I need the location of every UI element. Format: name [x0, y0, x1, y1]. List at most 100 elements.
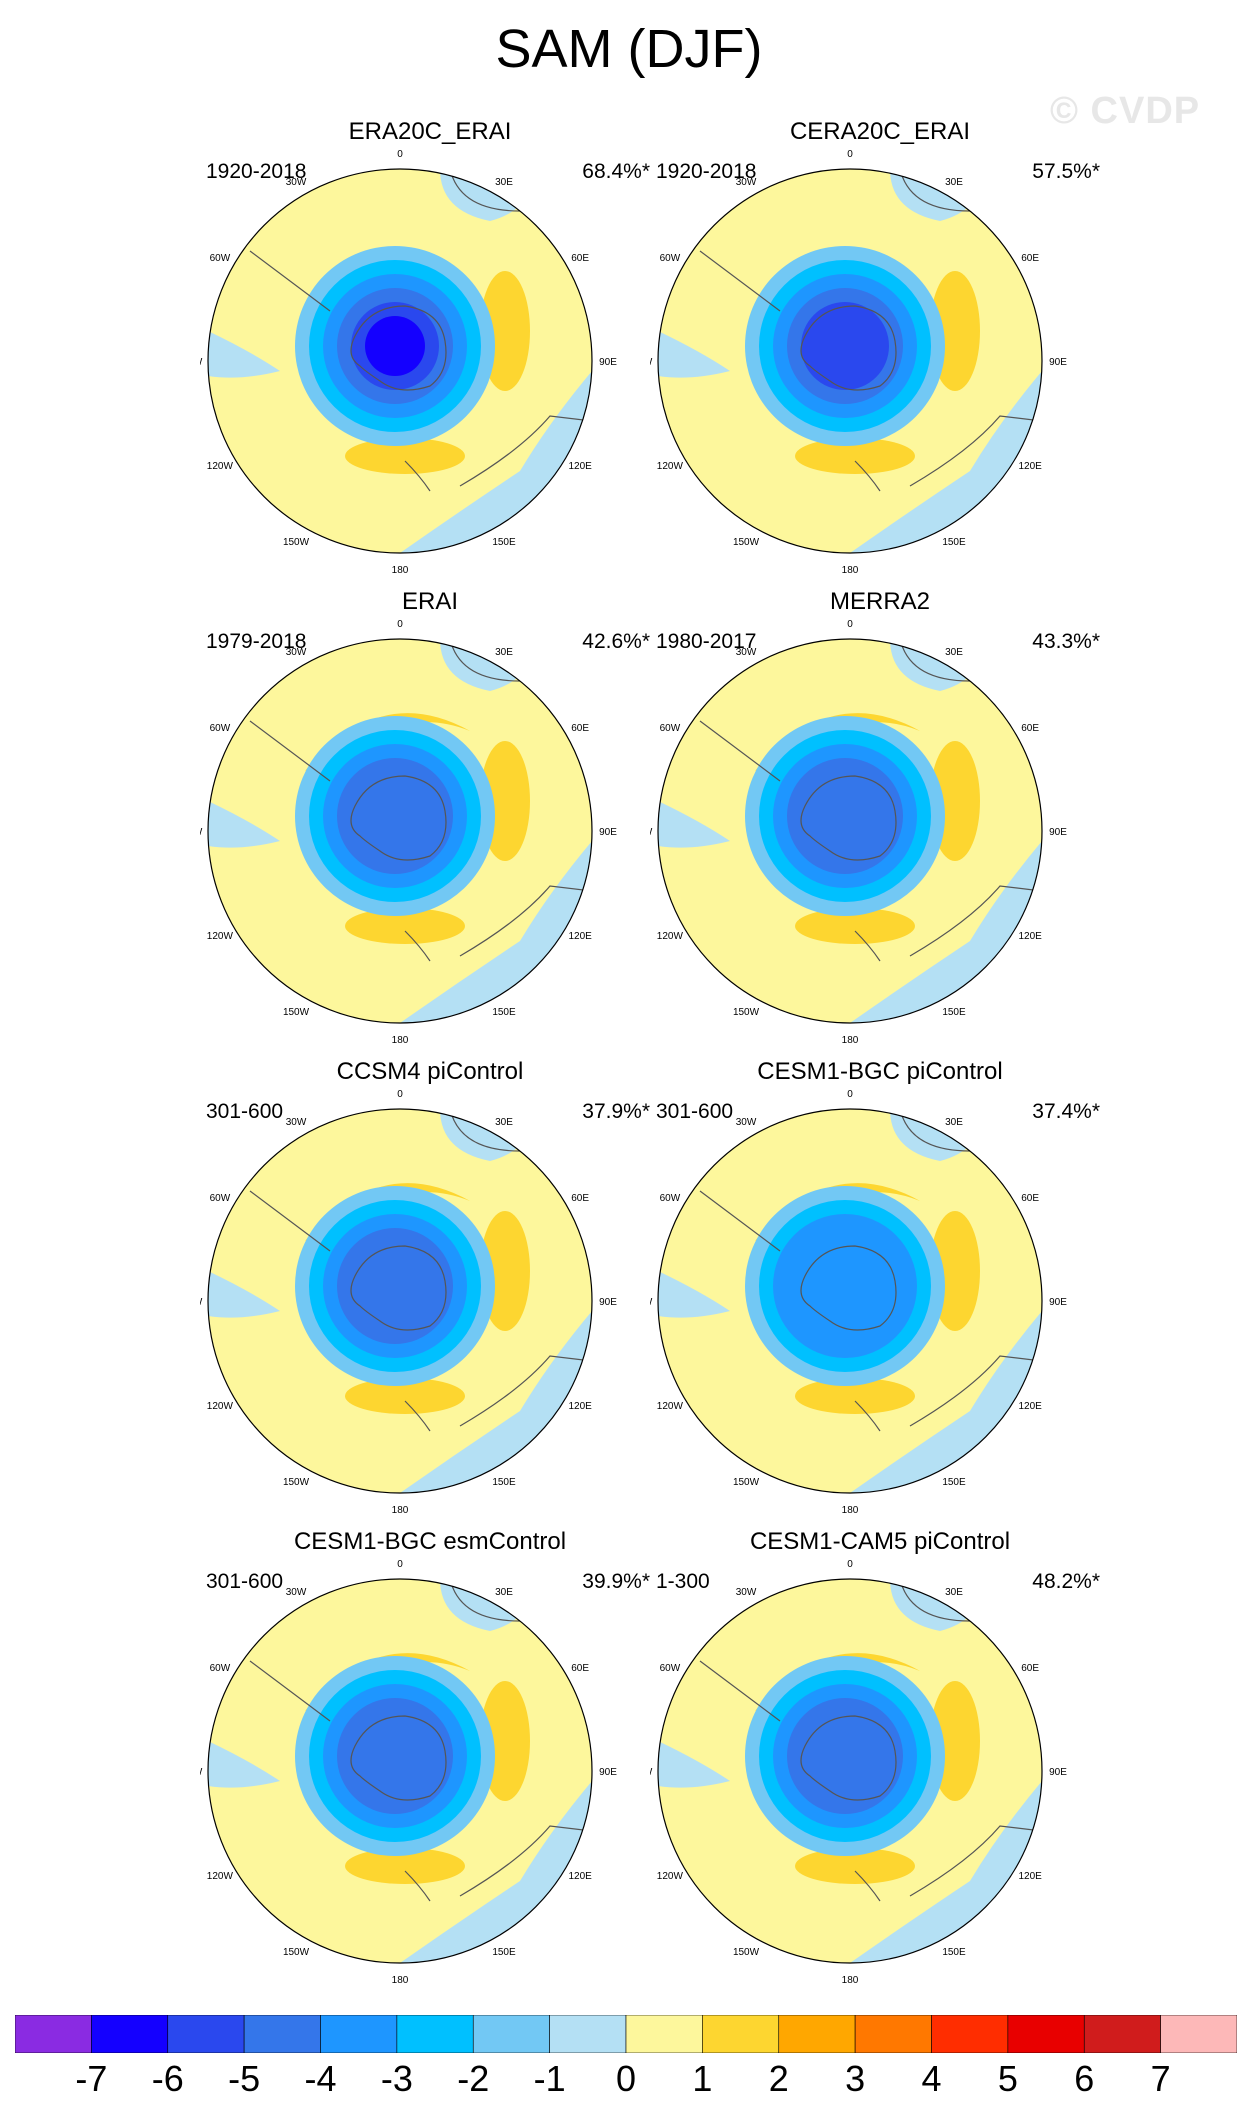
panel-title: CERA20C_ERAI [789, 118, 971, 145]
antarctica-coastline [350, 1715, 447, 1801]
longitude-label: 60W [660, 1193, 681, 1204]
longitude-label: 60E [571, 253, 589, 264]
colorbar-label: -5 [228, 2058, 261, 2099]
longitude-label: 120W [657, 1401, 684, 1412]
antarctica-coastline [350, 305, 447, 391]
longitude-label: 150W [283, 1477, 310, 1488]
longitude-label: 30W [736, 647, 757, 658]
longitude-label: 150E [942, 1007, 966, 1018]
longitude-label: 120E [1018, 461, 1042, 472]
longitude-label: 0 [847, 1089, 853, 1100]
watermark-text: © CVDP [1050, 90, 1201, 132]
coastline [699, 1660, 781, 1722]
negative-contour-band [337, 758, 453, 874]
negative-contour-band [365, 316, 425, 376]
panel-title: CESM1-BGC piControl [757, 1058, 1003, 1085]
longitude-label: 30W [286, 1117, 307, 1128]
polar-map: 0 30E 60E 90E 120E 150E 180 150W 120W 90W 60W 30W [650, 619, 1067, 1046]
longitude-label: 30E [945, 1587, 963, 1598]
longitude-label: 150W [733, 1477, 760, 1488]
negative-contour-band [787, 758, 903, 874]
colorbar-label: 1 [692, 2058, 713, 2099]
longitude-label: 90W [650, 1767, 653, 1778]
weak-negative-region [658, 801, 730, 848]
colorbar-label: 5 [997, 2058, 1018, 2099]
longitude-label: 60W [210, 723, 231, 734]
positive-lobe [795, 438, 915, 474]
longitude-label: 60E [571, 1663, 589, 1674]
panel-title: ERAI [401, 588, 458, 615]
colorbar-swatch [15, 2015, 92, 2053]
longitude-label: 90W [200, 827, 203, 838]
longitude-label: 60W [660, 253, 681, 264]
longitude-label: 30E [495, 647, 513, 658]
colorbar-swatch [1160, 2015, 1237, 2053]
coastline [899, 639, 971, 682]
panel-variance: 39.9%* [582, 1570, 650, 1593]
colorbar-swatch [625, 2015, 703, 2053]
panel-variance: 57.5%* [1032, 160, 1100, 183]
longitude-label: 30W [736, 177, 757, 188]
longitude-label: 120W [657, 1871, 684, 1882]
weak-negative-region [208, 801, 280, 848]
colorbar-label: 4 [921, 2058, 942, 2099]
longitude-label: 90E [599, 827, 617, 838]
longitude-label: 150W [733, 1007, 760, 1018]
colorbar-label: -1 [533, 2058, 566, 2099]
coastline [249, 1190, 331, 1252]
map-panel: CERA20C_ERAI 1920-2018 57.5%* 0 30E 60E 90E 120… [650, 118, 1110, 578]
coastline [909, 415, 1042, 487]
longitude-label: 60E [1021, 253, 1039, 264]
polar-map: 0 30E 60E 90E 120E 150E 180 150W 120W 90W 60W 30W [200, 619, 617, 1046]
longitude-label: 150E [942, 1947, 966, 1958]
longitude-label: 150E [942, 1477, 966, 1488]
coastline [459, 1355, 592, 1427]
longitude-label: 60E [571, 1193, 589, 1204]
map-border [657, 638, 1043, 1024]
weak-negative-region [208, 1741, 280, 1788]
longitude-label: 120W [657, 931, 684, 942]
longitude-label: 120W [657, 461, 684, 472]
panel-title: CESM1-CAM5 piControl [749, 1528, 1011, 1555]
longitude-label: 150E [942, 537, 966, 548]
polar-map: 0 30E 60E 90E 120E 150E 180 150W 120W 90W 60W 30W [650, 149, 1067, 576]
map-border [207, 638, 593, 1024]
coastline [459, 885, 592, 957]
coastline [699, 1190, 781, 1252]
longitude-label: 30W [736, 1117, 757, 1128]
colorbar-label: 0 [615, 2058, 637, 2099]
map-border [657, 168, 1043, 554]
coastline [459, 415, 592, 487]
longitude-label: 90E [599, 1297, 617, 1308]
negative-contour-band [337, 1228, 453, 1344]
map-panel: CESM1-BGC piControl 301-600 37.4%* 0 30E 60E 9… [650, 1058, 1110, 1518]
longitude-label: 30E [945, 177, 963, 188]
colorbar-label: -7 [75, 2058, 108, 2099]
longitude-label: 150E [492, 1477, 516, 1488]
longitude-label: 180 [842, 565, 859, 576]
longitude-label: 0 [397, 619, 403, 630]
positive-lobe [345, 438, 465, 474]
longitude-label: 150E [492, 1947, 516, 1958]
panel-variance: 43.3%* [1032, 630, 1100, 653]
panel-variance: 37.4%* [1032, 1100, 1100, 1123]
coastline [854, 1400, 881, 1432]
panel-period: 301-600 [206, 1570, 284, 1593]
polar-map: 0 30E 60E 90E 120E 150E 180 150W 120W 90W 60W 30W [200, 149, 617, 576]
longitude-label: 120E [1018, 931, 1042, 942]
negative-contour-band [773, 1214, 917, 1358]
longitude-label: 180 [392, 1975, 409, 1986]
positive-lobe [795, 908, 915, 944]
coastline [449, 1579, 521, 1622]
longitude-label: 60W [660, 1663, 681, 1674]
coastline [449, 1109, 521, 1152]
panel-title: ERA20C_ERAI [348, 118, 512, 145]
panel-period: 1920-2018 [656, 160, 757, 183]
longitude-label: 120W [207, 1401, 234, 1412]
longitude-label: 60E [1021, 1663, 1039, 1674]
colorbar-swatch [1007, 2015, 1085, 2053]
longitude-label: 0 [397, 1559, 403, 1570]
colorbar-swatch [1083, 2015, 1161, 2053]
coastline [909, 885, 1042, 957]
coastline [909, 1825, 1042, 1897]
